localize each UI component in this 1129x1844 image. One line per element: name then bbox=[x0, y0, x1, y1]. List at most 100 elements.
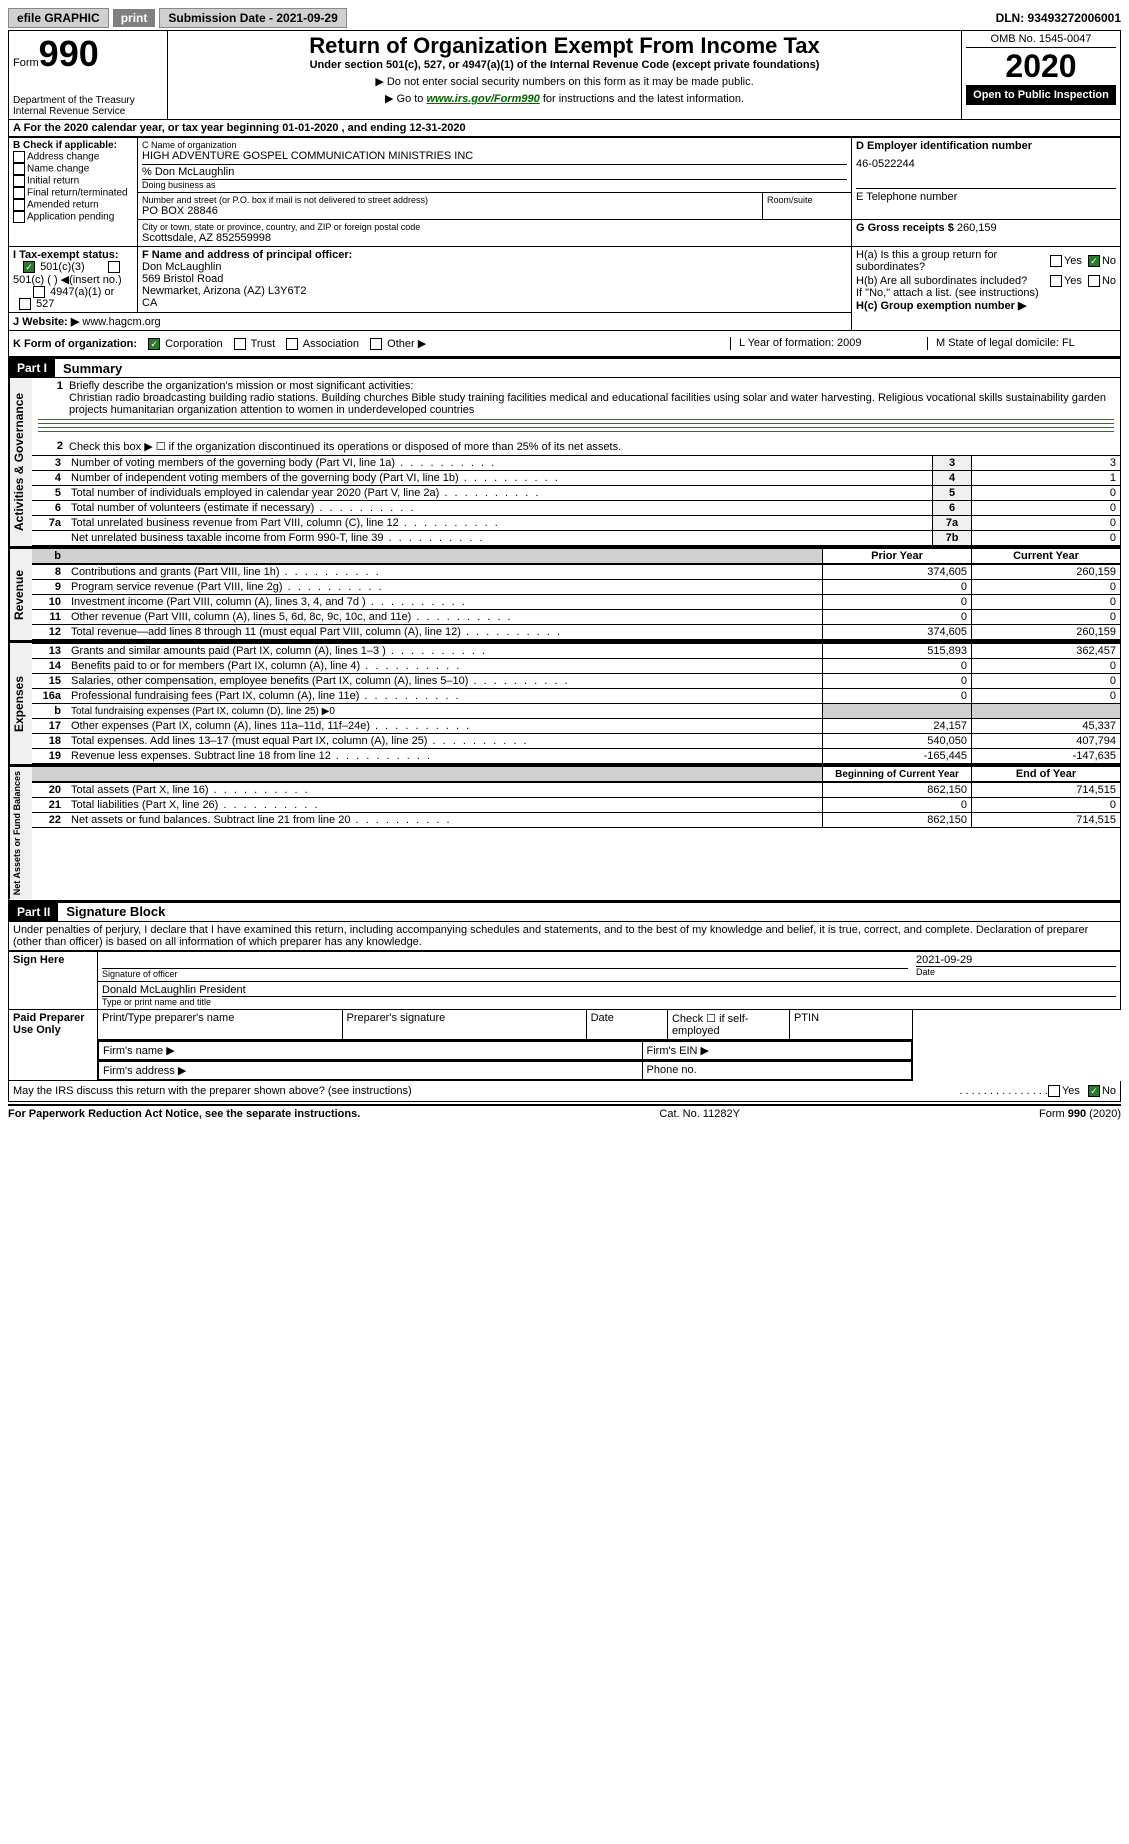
side-governance: Activities & Governance bbox=[9, 378, 32, 546]
org-name: HIGH ADVENTURE GOSPEL COMMUNICATION MINI… bbox=[142, 150, 847, 162]
date-label: Date bbox=[916, 966, 1116, 977]
check-pending[interactable] bbox=[13, 211, 25, 223]
k-corp[interactable] bbox=[148, 338, 160, 350]
ha-no[interactable] bbox=[1088, 255, 1100, 267]
paid-preparer: Paid Preparer Use Only bbox=[9, 1009, 98, 1080]
table-row: bTotal fundraising expenses (Part IX, co… bbox=[32, 704, 1120, 719]
table-row: 19Revenue less expenses. Subtract line 1… bbox=[32, 749, 1120, 764]
omb-number: OMB No. 1545-0047 bbox=[966, 33, 1116, 48]
table-row: 15Salaries, other compensation, employee… bbox=[32, 674, 1120, 689]
gross-receipts: 260,159 bbox=[957, 222, 997, 234]
mission: Christian radio broadcasting building ra… bbox=[38, 392, 1114, 416]
officer-addr: 569 Bristol Road Newmarket, Arizona (AZ)… bbox=[142, 273, 847, 309]
table-row: 5Total number of individuals employed in… bbox=[32, 486, 1120, 501]
part1-header: Part I Summary bbox=[8, 357, 1121, 378]
ha-label: H(a) Is this a group return for subordin… bbox=[856, 249, 1050, 273]
print-button[interactable]: print bbox=[113, 9, 156, 27]
discuss-row: May the IRS discuss this return with the… bbox=[8, 1081, 1121, 1102]
discuss-yes[interactable] bbox=[1048, 1085, 1060, 1097]
k-trust[interactable] bbox=[234, 338, 246, 350]
sign-block: Sign Here Signature of officer 2021-09-2… bbox=[8, 951, 1121, 1081]
part2-label: Part II bbox=[9, 903, 58, 921]
tax-year: 2020 bbox=[966, 48, 1116, 85]
ein: 46-0522244 bbox=[856, 158, 1116, 170]
m-state: M State of legal domicile: FL bbox=[927, 337, 1116, 350]
dept-treasury: Department of the Treasury Internal Reve… bbox=[13, 95, 163, 117]
side-net: Net Assets or Fund Balances bbox=[9, 767, 32, 899]
d-label: D Employer identification number bbox=[856, 140, 1116, 152]
irs-link[interactable]: www.irs.gov/Form990 bbox=[426, 93, 539, 105]
hb-no[interactable] bbox=[1088, 275, 1100, 287]
hdr-curr: Current Year bbox=[972, 549, 1121, 564]
table-row: 20Total assets (Part X, line 16)862,1507… bbox=[32, 783, 1120, 798]
table-row: 7aTotal unrelated business revenue from … bbox=[32, 516, 1120, 531]
cat-no: Cat. No. 11282Y bbox=[659, 1108, 740, 1120]
perjury: Under penalties of perjury, I declare th… bbox=[8, 922, 1121, 951]
q1: Briefly describe the organization's miss… bbox=[69, 380, 413, 392]
table-row: 17Other expenses (Part IX, column (A), l… bbox=[32, 719, 1120, 734]
check-final[interactable] bbox=[13, 187, 25, 199]
hb-label: H(b) Are all subordinates included? bbox=[856, 275, 1050, 287]
i-501c[interactable] bbox=[108, 261, 120, 273]
room-label: Room/suite bbox=[767, 195, 847, 205]
table-row: 9Program service revenue (Part VIII, lin… bbox=[32, 580, 1120, 595]
table-row: 18Total expenses. Add lines 13–17 (must … bbox=[32, 734, 1120, 749]
i-label: I Tax-exempt status: bbox=[13, 249, 119, 261]
goto-text: Go to bbox=[397, 93, 427, 105]
i-501c3[interactable] bbox=[23, 261, 35, 273]
ha-yes[interactable] bbox=[1050, 255, 1062, 267]
k-label: K Form of organization: bbox=[13, 338, 137, 350]
city-label: City or town, state or province, country… bbox=[142, 222, 847, 232]
check-initial[interactable] bbox=[13, 175, 25, 187]
sig-officer: Signature of officer bbox=[102, 968, 908, 979]
i-4947[interactable] bbox=[33, 286, 45, 298]
discuss-no[interactable] bbox=[1088, 1085, 1100, 1097]
table-row: 10Investment income (Part VIII, column (… bbox=[32, 595, 1120, 610]
subtitle: Under section 501(c), 527, or 4947(a)(1)… bbox=[172, 59, 957, 71]
hdr-prior: Prior Year bbox=[823, 549, 972, 564]
l-year: L Year of formation: 2009 bbox=[730, 337, 927, 350]
part2-title: Signature Block bbox=[66, 904, 165, 919]
table-row: 8Contributions and grants (Part VIII, li… bbox=[32, 565, 1120, 580]
table-row: 4Number of independent voting members of… bbox=[32, 471, 1120, 486]
e-label: E Telephone number bbox=[856, 188, 1116, 203]
j-label: J Website: ▶ bbox=[13, 316, 79, 328]
part1-title: Summary bbox=[63, 361, 122, 376]
check-amended[interactable] bbox=[13, 199, 25, 211]
table-row: 21Total liabilities (Part X, line 26)00 bbox=[32, 798, 1120, 813]
part2-header: Part II Signature Block bbox=[8, 901, 1121, 922]
hc-label: H(c) Group exemption number ▶ bbox=[856, 299, 1116, 312]
officer-name: Don McLaughlin bbox=[142, 261, 847, 273]
i-527[interactable] bbox=[19, 298, 31, 310]
type-name: Type or print name and title bbox=[102, 996, 1116, 1007]
dln: DLN: 93493272006001 bbox=[996, 11, 1121, 25]
website: www.hagcm.org bbox=[82, 316, 160, 328]
form-number: 990 bbox=[39, 33, 99, 74]
k-assoc[interactable] bbox=[286, 338, 298, 350]
check-name[interactable] bbox=[13, 163, 25, 175]
goto-text-b: for instructions and the latest informat… bbox=[540, 93, 744, 105]
hb-note: If "No," attach a list. (see instruction… bbox=[856, 287, 1116, 299]
submission-date: Submission Date - 2021-09-29 bbox=[159, 8, 346, 28]
side-expenses: Expenses bbox=[9, 643, 32, 764]
address: PO BOX 28846 bbox=[142, 205, 758, 217]
footer: For Paperwork Reduction Act Notice, see … bbox=[8, 1104, 1121, 1120]
table-row: 6Total number of volunteers (estimate if… bbox=[32, 501, 1120, 516]
hdr-end: End of Year bbox=[972, 767, 1121, 782]
care-of: % Don McLaughlin bbox=[142, 164, 847, 178]
form-header: Form990 Department of the Treasury Inter… bbox=[8, 30, 1121, 120]
hdr-begin: Beginning of Current Year bbox=[823, 767, 972, 782]
q2: Check this box ▶ ☐ if the organization d… bbox=[69, 440, 621, 453]
table-row: Net unrelated business taxable income fr… bbox=[32, 531, 1120, 546]
part1-label: Part I bbox=[9, 359, 55, 377]
check-address[interactable] bbox=[13, 151, 25, 163]
addr-label: Number and street (or P.O. box if mail i… bbox=[142, 195, 758, 205]
table-row: 3Number of voting members of the governi… bbox=[32, 456, 1120, 471]
k-other[interactable] bbox=[370, 338, 382, 350]
sign-here: Sign Here bbox=[9, 951, 98, 1009]
city: Scottsdale, AZ 852559998 bbox=[142, 232, 847, 244]
hb-yes[interactable] bbox=[1050, 275, 1062, 287]
row-k: K Form of organization: Corporation Trus… bbox=[8, 331, 1121, 357]
discuss-q: May the IRS discuss this return with the… bbox=[13, 1085, 959, 1097]
c-label: C Name of organization bbox=[142, 140, 847, 150]
